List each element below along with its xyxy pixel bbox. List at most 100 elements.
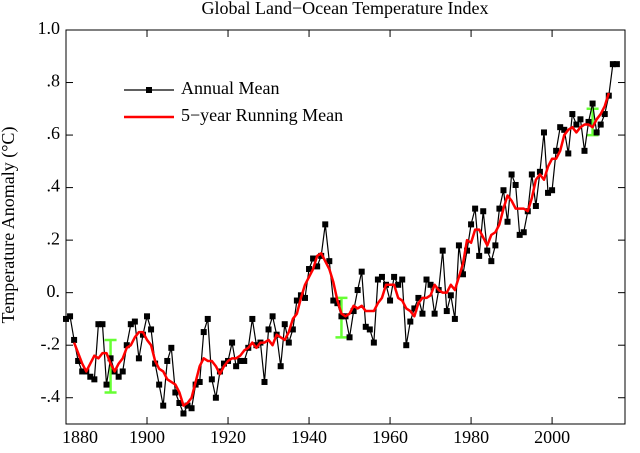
data-point: [476, 252, 483, 259]
data-point: [536, 168, 543, 175]
data-point: [395, 281, 402, 288]
data-point: [399, 276, 406, 283]
data-point: [229, 339, 236, 346]
data-point: [532, 202, 539, 209]
data-point: [415, 294, 422, 301]
data-point: [326, 258, 333, 265]
data-point: [184, 402, 191, 409]
data-point: [71, 336, 78, 343]
data-point: [196, 378, 203, 385]
data-point: [480, 208, 487, 215]
data-point: [387, 297, 394, 304]
data-point: [581, 147, 588, 154]
x-tick-label: 1920: [210, 427, 246, 447]
data-point: [188, 405, 195, 412]
data-point: [459, 271, 466, 278]
data-point: [127, 321, 134, 328]
x-tick-label: 1900: [129, 427, 165, 447]
data-point: [115, 373, 122, 380]
data-point: [306, 266, 313, 273]
data-point: [557, 124, 564, 131]
data-point: [540, 129, 547, 136]
data-point: [447, 292, 454, 299]
data-point: [95, 321, 102, 328]
data-point: [549, 187, 556, 194]
data-point: [492, 242, 499, 249]
x-tick-label: 1960: [372, 427, 408, 447]
data-point: [496, 205, 503, 212]
data-point: [148, 326, 155, 333]
data-point: [220, 360, 227, 367]
data-point: [144, 313, 151, 320]
y-tick-label: .2: [47, 228, 61, 248]
data-point: [322, 221, 329, 228]
data-point: [366, 326, 373, 333]
data-point: [330, 297, 337, 304]
data-point: [589, 100, 596, 107]
data-point: [520, 229, 527, 236]
data-point: [103, 381, 110, 388]
data-point: [293, 297, 300, 304]
data-point: [464, 247, 471, 254]
data-point: [204, 315, 211, 322]
series-line: [72, 92, 610, 407]
x-tick-label: 1980: [453, 427, 489, 447]
y-axis-label: Temperature Anomaly (°C): [0, 127, 19, 324]
data-point: [176, 399, 183, 406]
data-point: [354, 287, 361, 294]
data-point: [91, 376, 98, 383]
data-point: [419, 310, 426, 317]
data-point: [253, 342, 260, 349]
y-tick-label: .8: [47, 71, 61, 91]
y-tick-label: -.2: [41, 333, 61, 353]
data-point: [374, 276, 381, 283]
data-point: [439, 247, 446, 254]
data-point: [370, 339, 377, 346]
x-tick-label: 1940: [291, 427, 327, 447]
data-point: [123, 342, 130, 349]
data-point: [314, 263, 321, 270]
data-point: [131, 318, 138, 325]
data-point: [164, 357, 171, 364]
data-point: [423, 276, 430, 283]
data-point: [407, 318, 414, 325]
data-point: [609, 61, 616, 68]
data-point: [107, 355, 114, 362]
data-point: [516, 231, 523, 238]
data-point: [281, 321, 288, 328]
data-point: [241, 357, 248, 364]
data-point: [601, 111, 608, 118]
data-point: [358, 268, 365, 275]
data-point: [577, 116, 584, 123]
data-point: [573, 121, 580, 128]
data-point: [443, 308, 450, 315]
data-point: [488, 258, 495, 265]
data-point: [484, 247, 491, 254]
data-point: [504, 218, 511, 225]
data-point: [310, 255, 317, 262]
data-point: [277, 363, 284, 370]
legend-label: Annual Mean: [181, 78, 279, 98]
data-point: [99, 321, 106, 328]
data-point: [233, 363, 240, 370]
data-point: [585, 118, 592, 125]
x-tick-label: 2000: [534, 427, 570, 447]
data-point: [168, 344, 175, 351]
y-tick-label: 0.: [47, 281, 61, 301]
data-point: [508, 171, 515, 178]
data-point: [411, 305, 418, 312]
data-point: [455, 242, 462, 249]
y-tick-label: -.4: [41, 386, 61, 406]
data-point: [156, 381, 163, 388]
data-point: [362, 323, 369, 330]
data-point: [212, 394, 219, 401]
data-point: [160, 402, 167, 409]
data-point: [180, 410, 187, 417]
data-point: [613, 61, 620, 68]
data-point: [208, 376, 215, 383]
x-tick-label: 1880: [62, 427, 98, 447]
data-point: [472, 205, 479, 212]
data-point: [135, 355, 142, 362]
